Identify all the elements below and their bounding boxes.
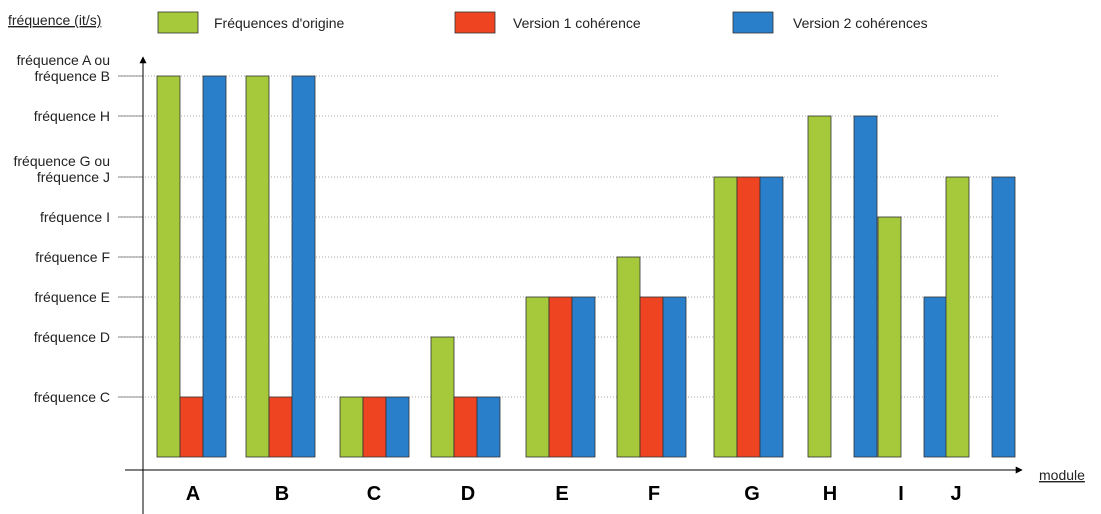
bar-D-series-2 <box>453 396 478 458</box>
bar-C-series-1 <box>339 396 364 458</box>
y-tick-label: fréquence J <box>37 169 110 185</box>
legend: Fréquences d'origine Version 1 cohérence V… <box>157 11 928 34</box>
x-tick-label: A <box>186 483 200 505</box>
y-tick-label: fréquence F <box>35 249 110 265</box>
bar-A-series-2 <box>179 396 204 458</box>
x-tick-label: B <box>275 483 289 505</box>
bars <box>156 75 1016 458</box>
x-tick-label: F <box>648 483 660 505</box>
bar-H-series-3 <box>853 115 878 458</box>
legend-label: Version 1 cohérence <box>513 15 641 31</box>
bar-C-series-2 <box>362 396 387 458</box>
bar-I-series-1 <box>877 216 902 458</box>
y-axis-label: fréquence (it/s) <box>8 12 101 28</box>
bar-F-series-2 <box>639 296 664 458</box>
bar-G-series-3 <box>759 176 784 458</box>
bar-G-series-1 <box>713 176 738 458</box>
legend-swatch <box>732 11 774 34</box>
x-tick-label: D <box>461 483 475 505</box>
y-tick-label: fréquence E <box>35 289 111 305</box>
bar-E-series-3 <box>571 296 596 458</box>
bar-B-series-1 <box>245 75 270 458</box>
legend-swatch <box>157 11 199 34</box>
bar-F-series-1 <box>616 256 641 458</box>
bar-G-series-2 <box>736 176 761 458</box>
y-tick-label: fréquence I <box>40 209 110 225</box>
bar-A-series-3 <box>202 75 227 458</box>
x-tick-labels: A B C D E F G H I J <box>186 483 962 505</box>
x-tick-label: J <box>950 483 961 505</box>
bar-D-series-1 <box>430 336 455 458</box>
x-tick-label: C <box>367 483 381 505</box>
y-tick-label: fréquence C <box>34 389 110 405</box>
bar-C-series-3 <box>385 396 410 458</box>
bar-E-series-2 <box>548 296 573 458</box>
y-tick-label: fréquence D <box>34 329 110 345</box>
bar-F-series-3 <box>662 296 687 458</box>
bar-D-series-3 <box>476 396 501 458</box>
y-tick-label: fréquence G ou <box>13 153 110 169</box>
x-axis-label: module <box>1039 467 1085 483</box>
legend-label: Version 2 cohérences <box>793 15 928 31</box>
x-tick-label: H <box>823 483 837 505</box>
bar-B-series-3 <box>291 75 316 458</box>
legend-label: Fréquences d'origine <box>214 15 345 31</box>
bar-B-series-2 <box>268 396 293 458</box>
bar-A-series-1 <box>156 75 181 458</box>
bar-J-series-3 <box>991 176 1016 458</box>
y-tick-label: fréquence H <box>34 108 110 124</box>
bar-E-series-1 <box>525 296 550 458</box>
legend-swatch <box>454 11 496 34</box>
y-tick-label: fréquence B <box>35 68 111 84</box>
bar-J-series-1 <box>945 176 970 458</box>
x-tick-label: E <box>555 483 568 505</box>
x-tick-label: G <box>744 483 760 505</box>
y-tick-label: fréquence A ou <box>17 52 110 68</box>
bar-I-series-3 <box>923 296 948 458</box>
bar-H-series-1 <box>807 115 832 458</box>
x-tick-label: I <box>898 483 904 505</box>
